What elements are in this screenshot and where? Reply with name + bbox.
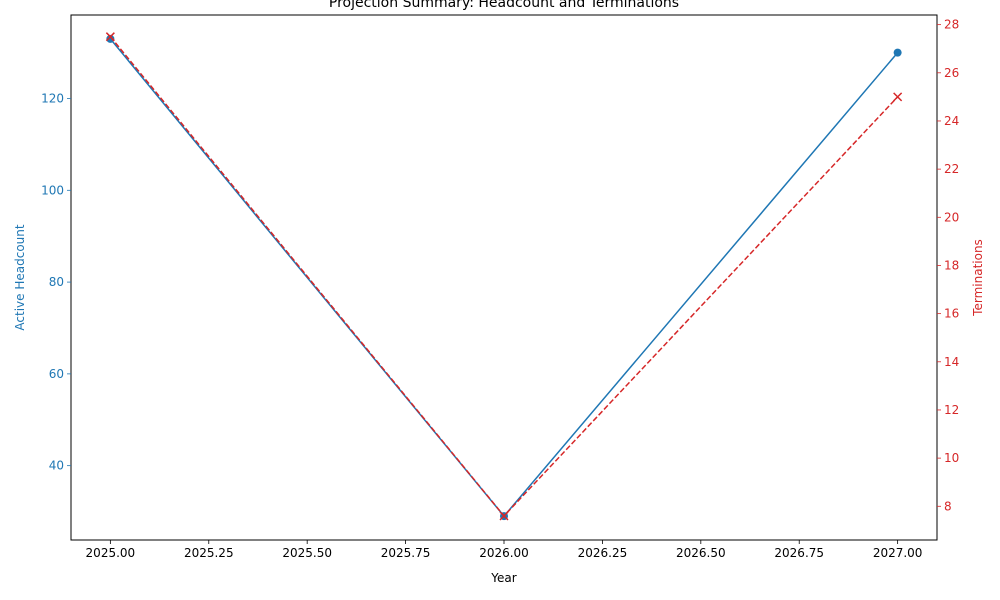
- y-left-axis-title: Active Headcount: [13, 224, 27, 330]
- y-left-tick-label: 60: [49, 367, 64, 381]
- y-right-tick-label: 12: [944, 403, 959, 417]
- x-tick-label: 2026.50: [676, 546, 726, 560]
- data-point: [893, 92, 903, 102]
- data-point: [893, 48, 902, 57]
- x-tick-label: 2026.00: [479, 546, 529, 560]
- plot-background: [71, 15, 937, 540]
- y-left-tick-label: 100: [41, 183, 64, 197]
- data-point: [106, 34, 115, 43]
- y-right-tick-label: 10: [944, 451, 959, 465]
- x-tick-label: 2025.25: [184, 546, 234, 560]
- x-tick-label: 2025.50: [282, 546, 332, 560]
- y-right-tick-label: 14: [944, 355, 959, 369]
- ticks-layer: 2025.00 2025.25 2025.50 2025.75 2026.00 2026.…: [41, 18, 959, 560]
- x-tick-label: 2027.00: [873, 546, 923, 560]
- y-right-tick-label: 26: [944, 66, 959, 80]
- x-tick-label: 2026.25: [578, 546, 628, 560]
- chart-title: Projection Summary: Headcount and Termin…: [329, 0, 679, 11]
- y-right-tick-label: 28: [944, 18, 959, 32]
- data-point: [105, 32, 115, 42]
- y-right-tick-label: 18: [944, 258, 959, 272]
- y-left-tick-label: 120: [41, 92, 64, 106]
- series-layer: [105, 32, 903, 521]
- y-right-tick-label: 24: [944, 114, 959, 128]
- x-axis-title: Year: [490, 571, 516, 585]
- plot-area: [71, 15, 937, 540]
- y-right-tick-label: 16: [944, 307, 959, 321]
- y-right-tick-label: 8: [944, 499, 952, 513]
- y-right-axis-title: Terminations: [971, 239, 985, 317]
- data-point: [499, 511, 509, 521]
- y-left-tick-label: 80: [49, 275, 64, 289]
- y-right-tick-label: 20: [944, 210, 959, 224]
- x-tick-label: 2026.75: [774, 546, 824, 560]
- x-tick-label: 2025.75: [381, 546, 431, 560]
- y-left-tick-label: 40: [49, 459, 64, 473]
- x-tick-label: 2025.00: [86, 546, 136, 560]
- y-right-tick-label: 22: [944, 162, 959, 176]
